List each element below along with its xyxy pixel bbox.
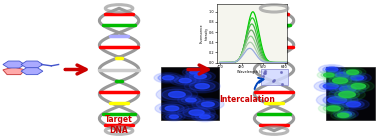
Circle shape xyxy=(331,111,356,120)
Circle shape xyxy=(314,80,347,92)
Circle shape xyxy=(316,92,358,108)
Circle shape xyxy=(178,95,204,105)
Circle shape xyxy=(170,75,200,86)
Circle shape xyxy=(178,106,215,120)
Circle shape xyxy=(328,97,347,104)
Circle shape xyxy=(323,95,352,105)
Circle shape xyxy=(184,80,220,93)
Circle shape xyxy=(200,115,210,119)
Circle shape xyxy=(347,74,367,81)
Circle shape xyxy=(329,88,365,101)
Circle shape xyxy=(160,104,184,113)
Circle shape xyxy=(189,81,215,91)
Circle shape xyxy=(201,102,214,107)
Circle shape xyxy=(162,89,192,100)
Circle shape xyxy=(333,109,358,119)
Circle shape xyxy=(169,115,178,118)
Circle shape xyxy=(337,111,355,117)
Circle shape xyxy=(346,102,361,107)
Text: Intercalation: Intercalation xyxy=(220,95,276,104)
Circle shape xyxy=(192,112,218,122)
Circle shape xyxy=(351,75,364,80)
Circle shape xyxy=(317,71,341,79)
Circle shape xyxy=(326,67,338,72)
Circle shape xyxy=(339,91,355,98)
Circle shape xyxy=(335,73,349,78)
Circle shape xyxy=(351,84,366,89)
Circle shape xyxy=(156,87,198,102)
Circle shape xyxy=(327,70,357,81)
Circle shape xyxy=(339,86,356,92)
Bar xyxy=(161,67,219,120)
Circle shape xyxy=(335,112,352,118)
Circle shape xyxy=(329,76,352,85)
Circle shape xyxy=(324,75,357,87)
Circle shape xyxy=(158,74,178,82)
Circle shape xyxy=(321,72,337,78)
Circle shape xyxy=(163,113,185,121)
Circle shape xyxy=(344,69,362,76)
Circle shape xyxy=(195,84,209,89)
Circle shape xyxy=(330,82,366,96)
Circle shape xyxy=(333,78,348,83)
Circle shape xyxy=(327,106,340,111)
Circle shape xyxy=(185,71,215,82)
Circle shape xyxy=(343,73,371,83)
Circle shape xyxy=(323,83,338,89)
Circle shape xyxy=(183,108,210,118)
Circle shape xyxy=(155,102,189,115)
Circle shape xyxy=(154,73,183,83)
Circle shape xyxy=(318,103,349,114)
Circle shape xyxy=(338,113,349,117)
Circle shape xyxy=(335,90,359,99)
Circle shape xyxy=(324,73,334,77)
Circle shape xyxy=(338,98,369,110)
Circle shape xyxy=(347,82,369,90)
Bar xyxy=(326,67,375,120)
Circle shape xyxy=(323,105,344,112)
Circle shape xyxy=(181,97,200,104)
Circle shape xyxy=(165,106,179,111)
Circle shape xyxy=(339,67,366,77)
Circle shape xyxy=(189,72,211,80)
Circle shape xyxy=(335,84,360,94)
Circle shape xyxy=(163,76,174,80)
Text: Target
DNA: Target DNA xyxy=(105,115,133,135)
Circle shape xyxy=(186,98,196,102)
Circle shape xyxy=(174,77,196,85)
Circle shape xyxy=(182,68,207,77)
Circle shape xyxy=(342,100,364,108)
Circle shape xyxy=(194,74,206,79)
Circle shape xyxy=(332,71,352,79)
Bar xyxy=(261,69,288,85)
Circle shape xyxy=(192,98,224,110)
Circle shape xyxy=(169,91,185,98)
Circle shape xyxy=(347,70,359,75)
Circle shape xyxy=(186,69,203,75)
Circle shape xyxy=(319,82,342,90)
Circle shape xyxy=(190,70,200,74)
Circle shape xyxy=(319,65,345,74)
Circle shape xyxy=(323,66,341,73)
Circle shape xyxy=(189,110,204,115)
Circle shape xyxy=(179,78,191,83)
Circle shape xyxy=(195,113,214,120)
Circle shape xyxy=(342,80,374,92)
Circle shape xyxy=(196,100,220,109)
Circle shape xyxy=(340,112,352,116)
Circle shape xyxy=(166,114,182,120)
